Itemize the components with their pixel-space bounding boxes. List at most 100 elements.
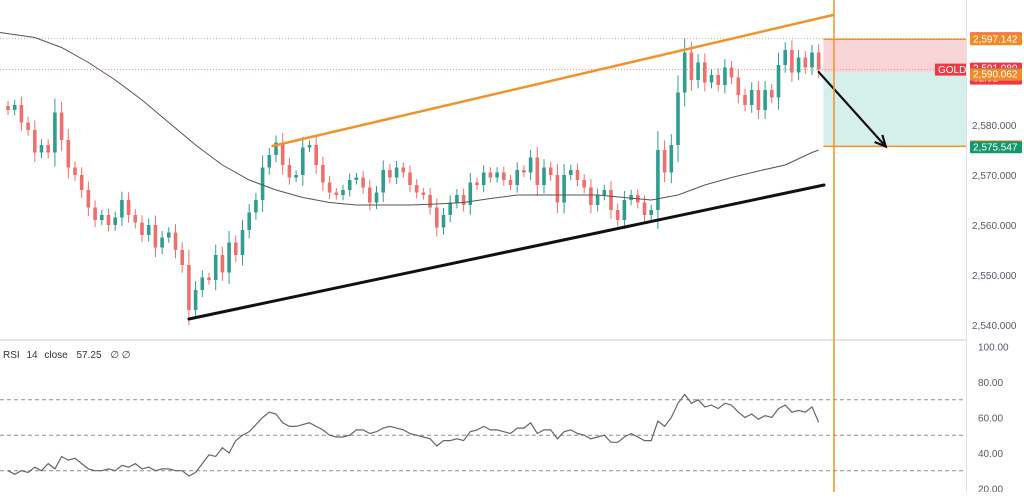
candle-body [515,170,519,185]
candle [361,171,365,194]
candle-body [414,185,419,193]
trendline-lower[interactable] [187,183,826,321]
candle-body [113,217,117,225]
trendline-upper[interactable] [271,13,835,148]
candle [381,160,385,203]
candle-body [522,170,526,173]
candle [207,272,211,285]
candle-body [361,177,365,188]
rsi-line [7,393,820,477]
candle-body [73,167,77,175]
candle [401,162,406,178]
candle-body [696,62,700,80]
candle-body [421,192,426,195]
candle [475,177,479,190]
candle [776,52,781,110]
candle-body [193,290,198,310]
candle [622,191,627,229]
rsi-tick-label: 80.00 [978,378,1003,389]
candle [669,134,674,184]
candle [803,51,808,74]
candle [495,167,499,183]
candle [414,179,419,199]
candle [481,165,486,193]
candle-body [629,195,633,200]
candle-body [314,145,318,165]
candle-body [354,177,359,180]
candle-body [133,215,138,223]
candle [468,172,473,215]
candle-body [260,167,265,200]
candle-body [86,190,91,208]
candle [287,157,292,185]
take-profit-zone [823,72,966,147]
candle [555,164,560,214]
candle [448,195,452,223]
candle [508,174,513,191]
rsi-legend[interactable]: RSI 14 close 57.25 ∅ ∅ [3,350,131,361]
candle [140,215,144,243]
candle-body [562,175,566,203]
candle [86,181,91,216]
candle [716,68,720,92]
candle-body [810,52,814,68]
price-tag-bg [970,33,1022,46]
candle [354,172,359,185]
candle [408,165,412,193]
candle [327,176,332,199]
trendline-projection[interactable] [817,70,887,148]
candle-body [649,210,653,215]
price-tag-bg [970,141,1022,154]
candle [589,179,593,214]
candle [709,69,714,89]
price-tags: 2,597.3192,597.1422,591.08002:02GOLD2,59… [935,32,1022,154]
candle-body [729,67,734,78]
candle-body [455,195,459,203]
candle [703,53,707,92]
candle-body [656,150,660,210]
candle-body [33,130,37,153]
candle-body [736,77,741,95]
candle [522,165,526,178]
candle [220,246,225,281]
candle [428,187,432,215]
symbol-tag-bg [935,63,966,76]
rsi-pane [0,393,966,477]
moving-average-line [0,32,819,206]
candle-body [575,170,580,180]
candle [33,120,37,163]
candle-body [6,106,10,110]
candle [46,139,50,159]
candle-body [783,50,787,65]
candle [528,149,533,181]
candle-body [669,145,674,173]
candle [723,59,727,94]
candle-body [595,195,600,205]
candle [347,173,352,197]
trendlines[interactable] [187,13,888,321]
candle-body [153,225,158,248]
candle-body [502,172,506,180]
candle-body [642,202,647,215]
candle [615,203,620,227]
candle-body [307,145,312,148]
candle-body [173,232,178,250]
candle [575,163,580,187]
candle [19,96,24,131]
price-tick-label: 2,550.000 [972,271,1017,282]
candle [609,181,613,219]
candle-body [723,67,727,85]
candle [455,189,459,209]
candle-body [555,175,560,203]
candle-body [816,52,821,70]
candle [93,200,97,228]
candle-body [709,75,714,83]
candle [435,198,439,237]
candle [153,215,158,258]
price-tag-bg [970,68,1022,81]
candle [649,204,653,221]
candle [160,231,164,254]
price-axis[interactable]: 2,540.000 2,550.000 2,560.000 2,570.000 2,58… [966,0,1017,495]
